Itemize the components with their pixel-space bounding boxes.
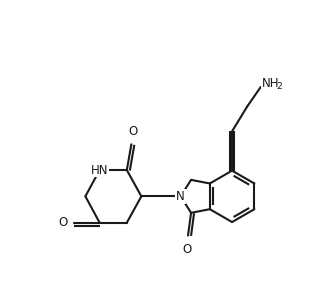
Text: O: O bbox=[183, 243, 192, 256]
Text: NH: NH bbox=[262, 77, 280, 90]
Text: 2: 2 bbox=[276, 82, 282, 91]
Text: O: O bbox=[59, 216, 68, 229]
Text: O: O bbox=[128, 125, 137, 138]
Text: N: N bbox=[176, 190, 185, 203]
Text: HN: HN bbox=[91, 164, 109, 176]
